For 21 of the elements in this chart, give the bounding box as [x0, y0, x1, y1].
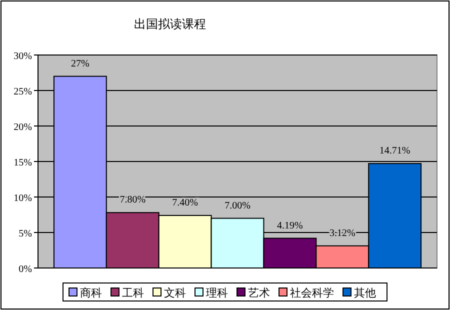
y-tick-label: 0% — [18, 264, 32, 275]
data-label: 27% — [71, 58, 90, 70]
legend-label: 社会科学 — [290, 286, 334, 300]
data-label: 4.19% — [277, 220, 303, 232]
legend-label: 工科 — [122, 288, 144, 300]
data-label: 7.40% — [172, 197, 198, 208]
legend-label: 艺术 — [248, 286, 270, 300]
legend-label: 商科 — [80, 286, 102, 300]
legend-label: 其他 — [354, 286, 376, 300]
data-label: 7.80% — [120, 194, 146, 206]
y-tick-label: 25% — [14, 86, 32, 98]
y-tick-label: 5% — [18, 228, 32, 240]
chart-title: 出国拟读课程 — [134, 17, 206, 31]
y-tick-label: 30% — [14, 51, 32, 62]
legend-label: 理科 — [206, 288, 228, 300]
data-label: 14.71% — [379, 146, 410, 157]
y-tick-label: 15% — [14, 158, 32, 168]
y-tick-label: 20% — [14, 122, 32, 133]
y-tick-label: 10% — [14, 193, 32, 204]
data-label: 7.00% — [224, 200, 250, 212]
legend-label: 文科 — [164, 286, 186, 300]
